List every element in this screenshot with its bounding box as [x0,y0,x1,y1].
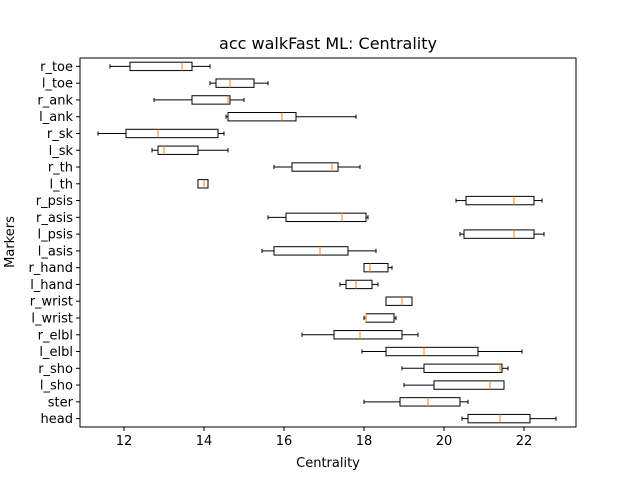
x-axis-label: Centrality [296,456,360,471]
y-tick-label: l_asis [38,244,73,259]
box-rect [129,61,193,72]
box-r_psis [455,195,543,206]
y-tick-label: r_toe [40,60,73,75]
box-rect [125,128,219,139]
y-tick-label: l_toe [42,77,73,92]
box-r_ank [153,95,245,105]
box-rect [463,229,535,239]
y-tick-label: r_th [48,161,73,176]
box-rect [423,363,503,373]
box-rect [399,397,461,407]
y-tick-label: l_hand [30,278,73,293]
y-tick-label: l_sk [49,144,74,159]
box-r_sk [97,128,225,139]
box-rect [385,296,413,306]
box-rect [345,279,373,290]
y-tick-label: r_asis [36,211,73,226]
chart-title: acc walkFast ML: Centrality [219,34,437,53]
y-tick-label: l_elbl [39,345,73,360]
x-tick-label: 16 [276,434,293,449]
box-rect [433,380,505,390]
y-axis-label: Markers [3,216,18,268]
box-rect [465,195,535,206]
box-r_wrist [385,296,413,306]
y-tick-label: r_sho [38,362,73,377]
box-l_psis [459,229,545,239]
box-r_asis [267,212,369,223]
box-r_elbl [301,330,419,340]
box-l_elbl [361,346,523,357]
box-rect [291,162,339,172]
x-tick-label: 12 [116,434,133,449]
y-tick-label: r_hand [28,261,73,276]
box-rect [363,262,389,273]
plot-area [79,57,577,428]
y-tick-label: l_wrist [31,311,73,326]
box-rect [385,346,479,357]
box-rect [273,246,349,256]
y-tick-label: l_th [50,177,73,192]
box-rect [197,179,209,189]
plot-frame [79,57,577,428]
y-tick-label: head [41,412,73,427]
box-r_toe [109,61,211,72]
box-rect [333,330,403,340]
box-rect [285,212,367,223]
box-l_th [197,179,209,189]
box-l_toe [209,78,269,88]
box-l_sk [151,145,229,155]
box-r_th [273,162,361,172]
box-l_wrist [363,313,397,323]
box-rect [157,145,199,155]
y-tick-label: l_psis [37,228,73,243]
x-tick-label: 14 [196,434,213,449]
y-tick-label: r_ank [37,93,73,108]
box-rect [365,313,395,323]
x-tick-label: 18 [356,434,373,449]
box-l_sho [403,380,505,390]
box-head [461,413,557,424]
box-r_sho [401,363,509,373]
y-tick-label: r_psis [36,194,73,209]
y-tick-label: r_elbl [38,328,73,343]
y-tick-label: l_ank [39,110,73,125]
box-l_ank [225,112,357,122]
box-l_hand [339,279,379,290]
y-tick-label: r_sk [47,127,74,142]
y-tick-label: l_sho [40,379,73,394]
box-rect [215,78,255,88]
x-axis: 12 14 16 18 20 22 [116,427,533,449]
y-tick-label: ster [48,395,74,410]
x-tick-label: 20 [436,434,453,449]
box-rect [227,112,297,122]
box-rect [191,95,231,105]
box-r_hand [363,262,393,273]
box-rect [467,413,531,424]
y-tick-label: r_wrist [30,295,73,310]
box-l_asis [261,246,377,256]
x-tick-label: 22 [516,434,533,449]
box-ster [363,397,469,407]
